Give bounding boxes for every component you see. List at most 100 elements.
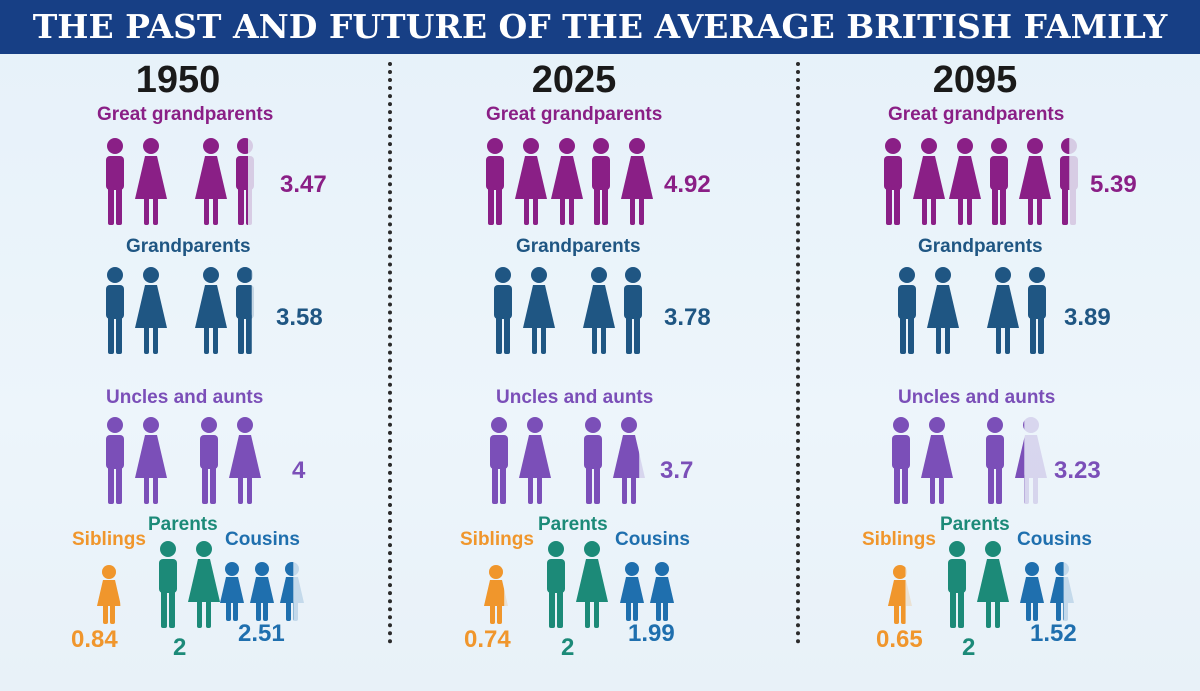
- child-figure: [1020, 562, 1044, 621]
- man-figure: [490, 417, 508, 504]
- grandparents-label: Grandparents: [126, 236, 251, 257]
- parents-label: Parents: [940, 514, 1010, 535]
- child-figure: [888, 565, 912, 624]
- man-figure: [1060, 138, 1070, 225]
- woman-figure: [519, 417, 551, 504]
- parents-figures: [545, 540, 615, 632]
- figures-svg: [898, 267, 1046, 354]
- siblings-value: 0.74: [464, 626, 511, 653]
- child-figure: [620, 562, 644, 621]
- woman-figure: [195, 267, 227, 354]
- cousins-figures: [620, 561, 680, 623]
- cousins-value: 1.99: [628, 620, 675, 647]
- grandparents-figures: [492, 266, 656, 358]
- woman-figure: [551, 138, 583, 225]
- woman-figure: [613, 417, 640, 504]
- child-figure: [280, 562, 294, 621]
- man-figure: [486, 138, 504, 225]
- great-grandparents-value: 4.92: [664, 171, 711, 198]
- woman-figure: [523, 267, 555, 354]
- figures-svg: [106, 417, 261, 504]
- uncles-and-aunts-label: Uncles and aunts: [898, 387, 1056, 408]
- man-figure: [986, 417, 1004, 504]
- cousins-value: 1.52: [1030, 620, 1077, 647]
- great-grandparents-label: Great grandparents: [97, 104, 274, 125]
- man-figure: [1060, 138, 1078, 225]
- woman-figure: [913, 138, 945, 225]
- man-figure: [106, 267, 124, 354]
- siblings-label: Siblings: [72, 529, 146, 550]
- woman-figure: [1015, 420, 1025, 504]
- woman-figure: [1015, 417, 1047, 504]
- woman-figure: [135, 267, 167, 354]
- grandparents-value: 3.89: [1064, 304, 1111, 331]
- grandparents-value: 3.78: [664, 304, 711, 331]
- figures-svg: [620, 562, 674, 621]
- figures-svg: [547, 541, 608, 628]
- uncles-and-aunts-figures: [104, 416, 268, 508]
- grandparents-figures: [104, 266, 268, 358]
- siblings-value: 0.65: [876, 626, 923, 653]
- parents-value: 2: [561, 634, 575, 661]
- uncles-and-aunts-label: Uncles and aunts: [106, 387, 264, 408]
- man-figure: [584, 417, 602, 504]
- figures-svg: [97, 565, 121, 624]
- column-1950: 1950 Great grandparents: [40, 54, 440, 691]
- man-figure: [898, 267, 916, 354]
- figures-svg: [888, 565, 912, 624]
- woman-figure: [195, 138, 227, 225]
- grandparents-value: 3.58: [276, 304, 323, 331]
- woman-figure: [977, 541, 1009, 628]
- siblings-label: Siblings: [862, 529, 936, 550]
- great-grandparents-figures: [484, 137, 660, 229]
- woman-figure: [987, 267, 1019, 354]
- man-figure: [106, 417, 124, 504]
- siblings-figures: [888, 564, 918, 626]
- woman-figure: [229, 417, 261, 504]
- figures-svg: [159, 541, 220, 628]
- man-figure: [159, 541, 177, 628]
- man-figure: [106, 138, 124, 225]
- figures-svg: [106, 267, 254, 354]
- woman-figure: [135, 138, 167, 225]
- uncles-and-aunts-figures: [488, 416, 652, 508]
- column-2025: 2025 Great grandparents: [428, 54, 828, 691]
- figures-svg: [1020, 562, 1074, 621]
- figures-svg: [948, 541, 1009, 628]
- great-grandparents-value: 3.47: [280, 171, 327, 198]
- cousins-figures: [1020, 561, 1080, 623]
- woman-figure: [583, 267, 615, 354]
- page-title: THE PAST AND FUTURE OF THE AVERAGE BRITI…: [32, 7, 1168, 46]
- figures-svg: [106, 138, 254, 225]
- parents-label: Parents: [538, 514, 608, 535]
- cousins-label: Cousins: [225, 529, 300, 550]
- child-figure: [97, 565, 121, 624]
- great-grandparents-label: Great grandparents: [888, 104, 1065, 125]
- child-figure: [484, 565, 508, 624]
- woman-figure: [576, 541, 608, 628]
- woman-figure: [921, 417, 953, 504]
- child-figure: [650, 562, 674, 621]
- child-figure: [280, 562, 304, 621]
- figures-svg: [884, 138, 1078, 225]
- figures-svg: [220, 562, 304, 621]
- woman-figure: [188, 541, 220, 628]
- siblings-value: 0.84: [71, 626, 118, 653]
- child-figure: [484, 565, 505, 624]
- cousins-label: Cousins: [1017, 529, 1092, 550]
- parents-value: 2: [962, 634, 976, 661]
- parents-value: 2: [173, 634, 187, 661]
- figures-svg: [484, 565, 508, 624]
- child-figure: [1050, 562, 1064, 621]
- man-figure: [236, 138, 248, 225]
- woman-figure: [621, 138, 653, 225]
- woman-figure: [135, 417, 167, 504]
- man-figure: [547, 541, 565, 628]
- column-divider: [388, 62, 392, 644]
- figures-svg: [892, 417, 1047, 504]
- child-figure: [888, 565, 906, 624]
- man-figure: [892, 417, 910, 504]
- grandparents-figures: [896, 266, 1060, 358]
- uncles-and-aunts-value: 3.23: [1054, 457, 1101, 484]
